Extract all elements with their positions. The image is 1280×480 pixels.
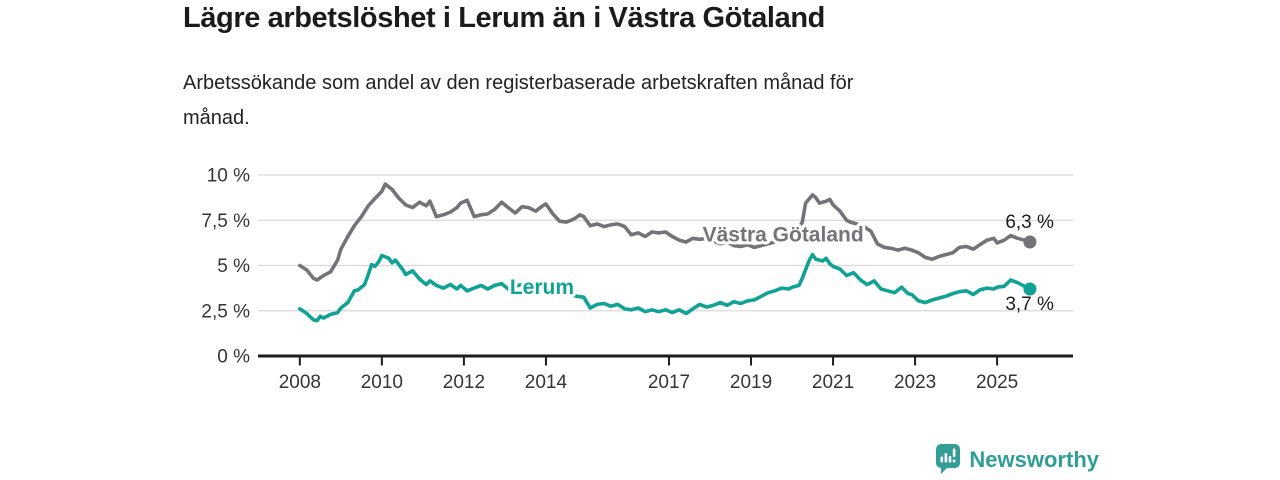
- x-axis-label-2014: 2014: [525, 372, 568, 393]
- y-axis-label-10: 10 %: [207, 166, 250, 187]
- y-axis-label-7.5: 7,5 %: [201, 211, 250, 232]
- newsworthy-brand-link[interactable]: Newsworthy: [936, 444, 1099, 476]
- x-axis-label-2025: 2025: [976, 372, 1018, 393]
- newsworthy-logo-icon: [936, 444, 961, 474]
- y-axis-label-0: 0 %: [217, 347, 250, 368]
- x-axis-label-2023: 2023: [894, 372, 936, 393]
- y-axis-label-5: 5 %: [217, 256, 250, 277]
- series-end-dot-v-stra-g-taland: [1023, 235, 1037, 249]
- series-line-v-stra-g-taland: [298, 182, 1032, 282]
- x-axis-label-2008: 2008: [279, 372, 321, 393]
- x-axis-label-2012: 2012: [443, 372, 485, 393]
- series-name-label-v-stra-g-taland: Västra Götaland: [703, 224, 864, 247]
- subtitle-line-2: månad.: [183, 107, 250, 129]
- line-chart-svg: 0 % 2,5 % 5 % 7,5 % 10 % 6,3 % Västra Götaland…: [201, 166, 1073, 393]
- subtitle-line-1: Arbetssökande som andel av den registerb…: [183, 72, 854, 94]
- series-end-value-lerum: 3,7 %: [1005, 294, 1054, 315]
- y-axis-label-2.5: 2,5 %: [201, 301, 250, 322]
- series-end-dot-lerum: [1023, 282, 1037, 296]
- x-axis-label-2019: 2019: [730, 372, 772, 393]
- chart-subtitle: Arbetssökande som andel av den registerb…: [183, 66, 853, 136]
- x-axis-label-2017: 2017: [648, 372, 690, 393]
- series-name-label-lerum: Lerum: [510, 276, 574, 299]
- x-axis-label-2010: 2010: [361, 372, 403, 393]
- page-title: Lägre arbetslöshet i Lerum än i Västra G…: [183, 2, 825, 34]
- x-axis-label-2021: 2021: [812, 372, 854, 393]
- newsworthy-wordmark: Newsworthy: [969, 447, 1099, 472]
- series-end-value-v-stra-g-taland: 6,3 %: [1005, 212, 1054, 233]
- chart-area: 0 % 2,5 % 5 % 7,5 % 10 % 6,3 % Västra Götaland…: [180, 152, 1090, 407]
- series-line-lerum: [298, 252, 1032, 323]
